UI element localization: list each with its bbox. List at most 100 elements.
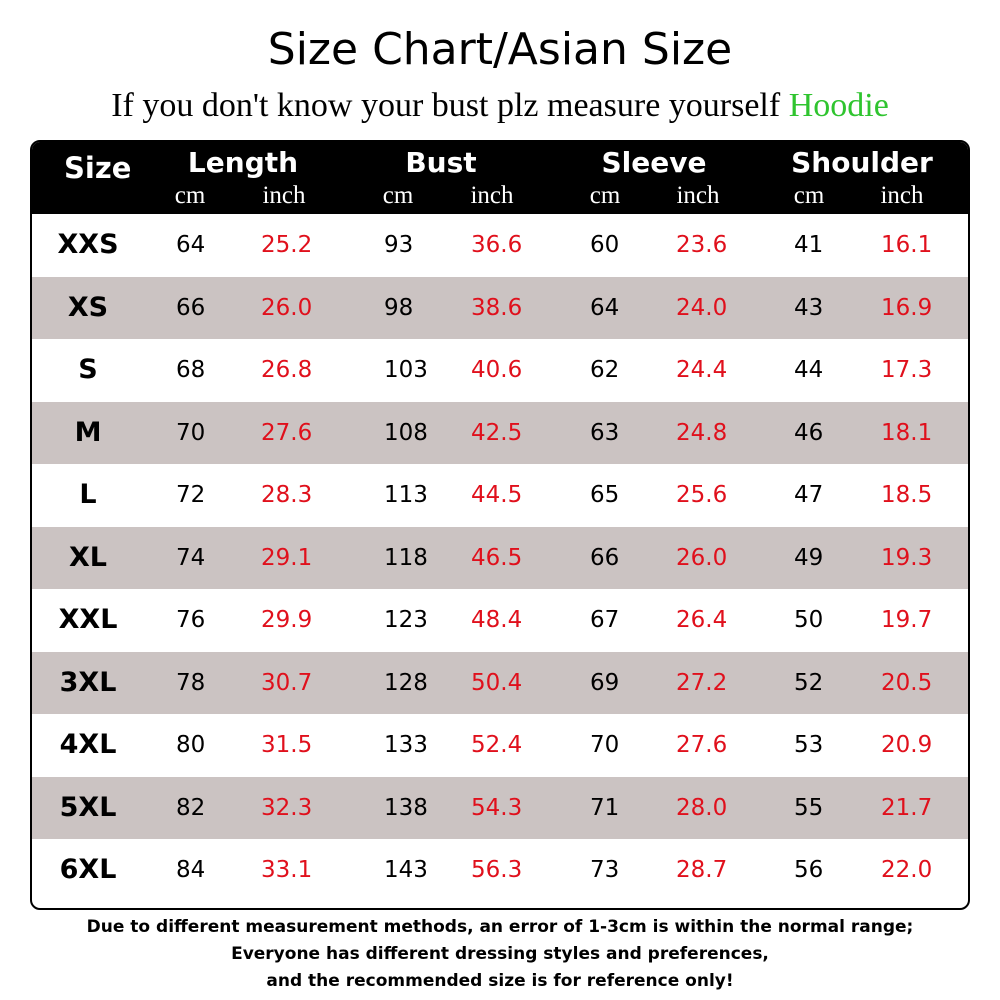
footer-line: and the recommended size is for referenc… <box>266 971 734 991</box>
size-label: XXS <box>57 229 119 260</box>
cell-shoulder-cm: 55 <box>794 794 824 821</box>
cell-bust-cm: 118 <box>384 544 428 571</box>
unit-header-length-inch: inch <box>262 182 306 209</box>
cell-bust-inch: 42.5 <box>471 419 523 446</box>
cell-sleeve-inch: 23.6 <box>676 232 728 258</box>
cell-bust-inch: 44.5 <box>471 482 523 508</box>
cell-sleeve-inch: 25.6 <box>676 482 728 508</box>
cell-sleeve-inch: 27.6 <box>676 732 728 758</box>
cell-length-inch: 29.9 <box>261 607 313 633</box>
size-label: L <box>79 479 97 510</box>
cell-shoulder-inch: 19.3 <box>881 544 933 571</box>
cell-length-cm: 78 <box>176 669 206 696</box>
group-header-bust: Bust <box>405 146 477 179</box>
cell-shoulder-inch: 17.3 <box>881 357 933 383</box>
footer-line: Due to different measurement methods, an… <box>86 917 914 937</box>
size-header: Size <box>64 151 132 185</box>
cell-length-cm: 74 <box>176 544 206 571</box>
cell-length-inch: 26.0 <box>261 294 313 321</box>
cell-length-inch: 31.5 <box>261 732 313 758</box>
cell-shoulder-cm: 53 <box>794 732 824 758</box>
subtitle: If you don't know your bust plz measure … <box>0 84 1000 128</box>
cell-sleeve-inch: 24.0 <box>676 294 728 321</box>
cell-bust-cm: 128 <box>384 669 428 696</box>
table-row: 4XL 80 31.5 133 52.4 70 27.6 53 20.9 <box>32 714 968 777</box>
unit-header-bust-cm: cm <box>382 182 414 209</box>
table-row: 5XL 82 32.3 138 54.3 71 28.0 55 21.7 <box>32 776 968 839</box>
cell-sleeve-inch: 27.2 <box>676 669 728 696</box>
size-label: S <box>78 354 98 385</box>
cell-shoulder-inch: 20.9 <box>881 732 933 758</box>
table-row: XXS 64 25.2 93 36.6 60 23.6 41 16.1 <box>32 214 968 277</box>
size-label: 5XL <box>59 791 117 823</box>
unit-header-sleeve-cm: cm <box>589 182 621 209</box>
cell-shoulder-cm: 46 <box>794 419 824 446</box>
cell-length-cm: 80 <box>176 732 206 758</box>
size-table: Size Length Bust Sleeve Shoulder cm inch… <box>30 140 970 910</box>
cell-shoulder-inch: 20.5 <box>881 669 933 696</box>
cell-bust-inch: 46.5 <box>471 544 523 571</box>
cell-length-inch: 28.3 <box>261 482 313 508</box>
cell-shoulder-inch: 16.9 <box>881 294 933 321</box>
cell-bust-cm: 123 <box>384 607 428 633</box>
table-row: L 72 28.3 113 44.5 65 25.6 47 18.5 <box>32 464 968 527</box>
cell-bust-cm: 98 <box>384 294 414 321</box>
cell-shoulder-cm: 41 <box>794 232 824 258</box>
cell-bust-cm: 103 <box>384 357 428 383</box>
cell-length-cm: 68 <box>176 357 206 383</box>
size-label: 4XL <box>59 729 117 760</box>
page-title: Size Chart/Asian Size <box>267 24 733 75</box>
cell-bust-cm: 113 <box>384 482 428 508</box>
cell-length-cm: 70 <box>176 419 206 446</box>
cell-length-inch: 27.6 <box>261 419 313 446</box>
cell-shoulder-cm: 49 <box>794 544 824 571</box>
cell-sleeve-cm: 63 <box>590 419 620 446</box>
cell-sleeve-cm: 66 <box>590 544 620 571</box>
cell-sleeve-inch: 28.7 <box>676 857 728 883</box>
cell-shoulder-inch: 22.0 <box>881 857 933 883</box>
subtitle-highlight: Hoodie <box>788 87 889 124</box>
cell-length-inch: 29.1 <box>261 544 313 571</box>
cell-bust-inch: 54.3 <box>471 794 523 821</box>
cell-shoulder-cm: 44 <box>794 357 824 383</box>
cell-length-cm: 64 <box>176 232 206 258</box>
cell-sleeve-cm: 70 <box>590 732 620 758</box>
cell-length-inch: 26.8 <box>261 357 313 383</box>
size-label: 3XL <box>59 666 117 698</box>
table-row: S 68 26.8 103 40.6 62 24.4 44 17.3 <box>32 339 968 402</box>
cell-length-cm: 76 <box>176 607 206 633</box>
cell-bust-inch: 40.6 <box>471 357 523 383</box>
table-row: 3XL 78 30.7 128 50.4 69 27.2 52 20.5 <box>32 651 968 714</box>
cell-bust-cm: 93 <box>384 232 414 258</box>
cell-bust-inch: 38.6 <box>471 294 523 321</box>
subtitle-text: If you don't know your bust plz measure … <box>111 87 781 124</box>
size-label: 6XL <box>59 854 117 885</box>
cell-length-cm: 72 <box>176 482 206 508</box>
cell-shoulder-inch: 16.1 <box>881 232 933 258</box>
cell-shoulder-cm: 52 <box>794 669 824 696</box>
unit-header-length-cm: cm <box>174 182 206 209</box>
table-row: XL 74 29.1 118 46.5 66 26.0 49 19.3 <box>32 526 968 589</box>
unit-header-shoulder-inch: inch <box>880 182 924 209</box>
cell-sleeve-cm: 64 <box>590 294 620 321</box>
table-row: M 70 27.6 108 42.5 63 24.8 46 18.1 <box>32 401 968 464</box>
cell-sleeve-cm: 73 <box>590 857 620 883</box>
unit-header-sleeve-inch: inch <box>676 182 720 209</box>
cell-sleeve-cm: 62 <box>590 357 620 383</box>
cell-bust-inch: 48.4 <box>471 607 523 633</box>
cell-length-cm: 84 <box>176 857 206 883</box>
cell-shoulder-cm: 56 <box>794 857 824 883</box>
cell-sleeve-cm: 65 <box>590 482 620 508</box>
cell-sleeve-inch: 26.0 <box>676 544 728 571</box>
cell-bust-inch: 36.6 <box>471 232 523 258</box>
size-label: XL <box>68 541 108 573</box>
unit-header-shoulder-cm: cm <box>793 182 825 209</box>
cell-sleeve-inch: 26.4 <box>676 607 728 633</box>
cell-bust-inch: 52.4 <box>471 732 523 758</box>
cell-sleeve-cm: 69 <box>590 669 620 696</box>
cell-sleeve-inch: 28.0 <box>676 794 728 821</box>
size-label: XS <box>67 291 109 323</box>
cell-bust-inch: 56.3 <box>471 857 523 883</box>
table-row: 6XL 84 33.1 143 56.3 73 28.7 56 22.0 <box>32 839 968 902</box>
footer-line: Everyone has different dressing styles a… <box>231 944 769 964</box>
